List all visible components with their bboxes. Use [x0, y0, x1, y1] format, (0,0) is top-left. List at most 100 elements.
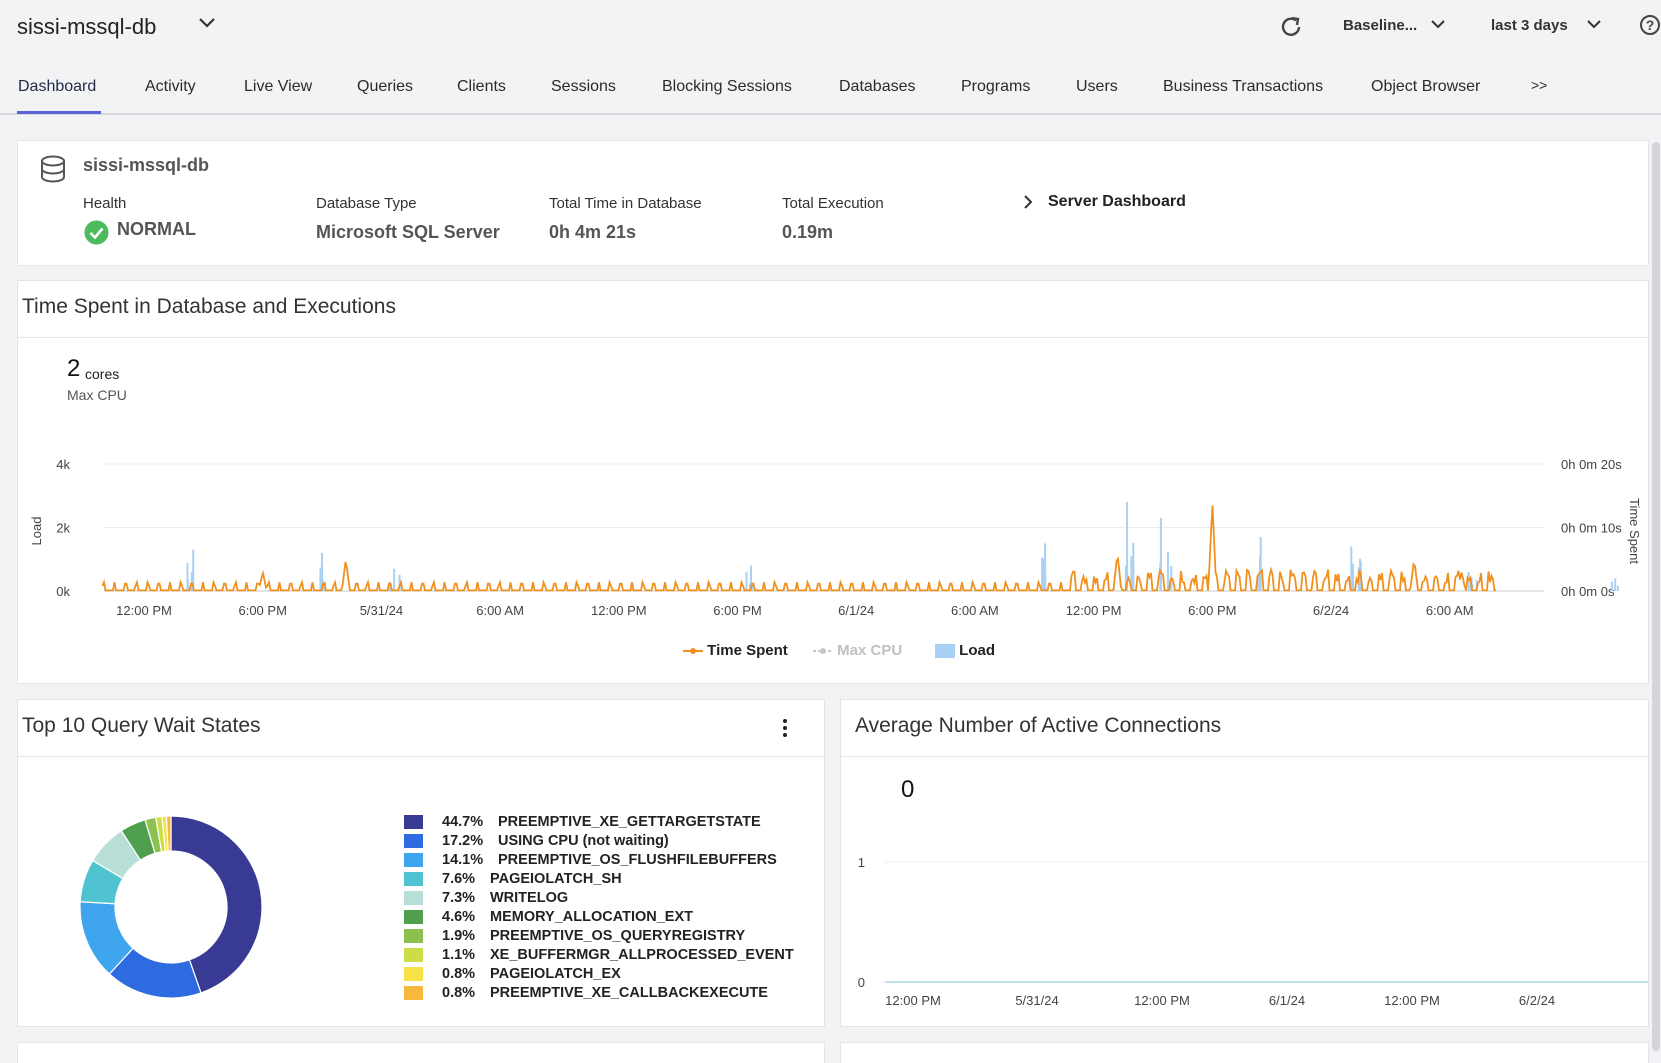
- load-bar: [745, 572, 748, 591]
- legend-swatch: [404, 986, 423, 1000]
- load-bar: [398, 585, 401, 591]
- tab-activity[interactable]: Activity: [145, 78, 196, 95]
- legend-swatch: [404, 815, 423, 829]
- x-tick-label: 12:00 PM: [1066, 603, 1122, 618]
- legend-swatch: [404, 872, 423, 886]
- help-icon[interactable]: ?: [1640, 15, 1660, 35]
- legend-percent: 17.2%: [442, 833, 484, 849]
- x-tick-label: 6:00 PM: [1188, 603, 1236, 618]
- donut-slice[interactable]: [170, 815, 263, 994]
- x-tick-label: 12:00 PM: [116, 603, 172, 618]
- tab-queries[interactable]: Queries: [357, 78, 414, 95]
- legend-swatch: [404, 853, 423, 867]
- tab-programs[interactable]: Programs: [961, 78, 1031, 95]
- connections-card-title: Average Number of Active Connections: [855, 714, 1222, 737]
- load-bar: [749, 565, 752, 591]
- summary-db-name: sissi-mssql-db: [83, 155, 210, 175]
- load-bar: [190, 572, 193, 591]
- y-tick-label: 1: [858, 855, 865, 870]
- legend-time-spent-marker: [683, 648, 703, 655]
- tab-live-view[interactable]: Live View: [244, 78, 313, 95]
- load-bar: [1130, 556, 1133, 591]
- x-tick-label: 6/2/24: [1313, 603, 1349, 618]
- legend-max-cpu-label: Max CPU: [837, 642, 903, 659]
- kebab-menu-icon[interactable]: [782, 718, 788, 738]
- load-bar: [1610, 581, 1613, 591]
- active-tab-indicator: [17, 111, 101, 114]
- db-selector-title[interactable]: sissi-mssql-db: [17, 14, 157, 39]
- legend-max-cpu[interactable]: Max CPU: [813, 642, 902, 659]
- chevron-down-icon[interactable]: [1586, 18, 1602, 30]
- x-tick-label: 6:00 PM: [713, 603, 761, 618]
- legend-label: USING CPU (not waiting): [498, 833, 669, 849]
- cores-unit: cores: [85, 366, 120, 382]
- load-bar: [320, 552, 323, 591]
- legend-label: PAGEIOLATCH_EX: [490, 966, 621, 982]
- load-bar: [192, 549, 195, 591]
- baseline-dropdown[interactable]: Baseline...: [1343, 17, 1418, 34]
- load-bar: [1132, 542, 1135, 591]
- tab-dashboard[interactable]: Dashboard: [18, 78, 97, 95]
- tab-blocking-sessions[interactable]: Blocking Sessions: [662, 78, 792, 95]
- legend-swatch: [404, 891, 423, 905]
- cores-caption: Max CPU: [67, 387, 127, 403]
- load-bar: [748, 583, 751, 591]
- check-circle-icon: [84, 220, 109, 245]
- x-tick-label: 6:00 AM: [476, 603, 524, 618]
- legend-load[interactable]: Load: [935, 642, 995, 659]
- load-bar: [1616, 585, 1619, 591]
- legend-swatch: [404, 967, 423, 981]
- tab-databases[interactable]: Databases: [839, 78, 916, 95]
- chevron-right-icon[interactable]: [1022, 194, 1034, 210]
- legend-load-marker: [935, 644, 955, 659]
- load-bar: [1044, 543, 1047, 591]
- chevron-down-icon[interactable]: [1430, 18, 1446, 30]
- donut-slice[interactable]: [165, 815, 172, 852]
- total-exec-label: Total Execution: [782, 195, 884, 212]
- load-bar: [1166, 551, 1169, 591]
- y-tick-label: 0: [858, 975, 865, 990]
- page-scrollbar[interactable]: [1652, 142, 1660, 1051]
- y2-axis-label: Time Spent: [1627, 498, 1642, 564]
- legend-label: PREEMPTIVE_XE_GETTARGETSTATE: [498, 814, 761, 830]
- load-bar: [398, 574, 401, 591]
- tab-clients[interactable]: Clients: [457, 78, 506, 95]
- y-tick-label: 4k: [56, 457, 70, 472]
- x-tick-label: 12:00 PM: [1384, 993, 1440, 1008]
- next-card-right: [841, 1043, 1648, 1063]
- legend-load-label: Load: [959, 642, 996, 659]
- load-bar: [1614, 578, 1617, 591]
- summary-card: sissi-mssql-db Health NORMAL Database Ty…: [18, 141, 1648, 265]
- chevron-down-icon[interactable]: [198, 16, 216, 30]
- tab-users[interactable]: Users: [1076, 78, 1118, 95]
- legend-time-spent[interactable]: Time Spent: [683, 642, 788, 659]
- load-bar: [1042, 558, 1045, 591]
- server-dashboard-link[interactable]: Server Dashboard: [1048, 193, 1186, 210]
- card-divider: [18, 337, 1648, 338]
- refresh-icon[interactable]: [1278, 14, 1304, 40]
- wait-states-card-title: Top 10 Query Wait States: [22, 714, 261, 737]
- health-status: NORMAL: [117, 219, 196, 239]
- health-label: Health: [83, 195, 127, 212]
- load-bar: [319, 567, 322, 591]
- time-range-dropdown[interactable]: last 3 days: [1491, 17, 1568, 34]
- load-bar: [1044, 573, 1047, 591]
- tab-business-transactions[interactable]: Business Transactions: [1163, 78, 1324, 95]
- tab-object-browser[interactable]: Object Browser: [1371, 78, 1481, 95]
- database-icon: [41, 155, 65, 183]
- total-time-label: Total Time in Database: [549, 195, 702, 212]
- legend-swatch: [404, 834, 423, 848]
- legend-label: WRITELOG: [490, 890, 569, 906]
- card-divider: [841, 756, 1648, 757]
- y2-tick-label: 0h 0m 20s: [1561, 457, 1622, 472]
- y2-tick-label: 0h 0m 10s: [1561, 521, 1622, 536]
- tabs-more[interactable]: >>: [1531, 77, 1548, 93]
- legend-label: PREEMPTIVE_OS_FLUSHFILEBUFFERS: [498, 852, 777, 868]
- tab-sessions[interactable]: Sessions: [551, 78, 616, 95]
- load-bar: [1259, 568, 1262, 591]
- legend-percent: 14.1%: [442, 852, 484, 868]
- y-tick-label: 0k: [56, 584, 70, 599]
- legend-swatch: [404, 929, 423, 943]
- time-spent-chart: 0k 2k 4k 0h 0m 0s 0h 0m 10s 0h 0m 20s Load Time…: [29, 457, 1642, 618]
- x-tick-label: 6/2/24: [1519, 993, 1555, 1008]
